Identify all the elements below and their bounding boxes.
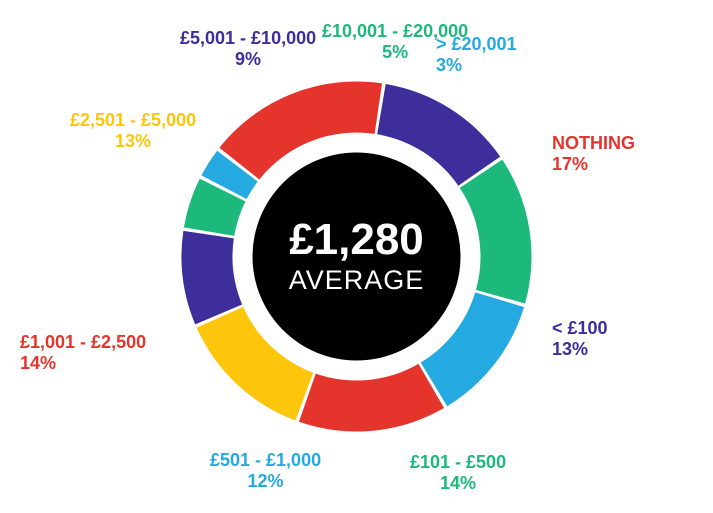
slice-pct: 17% [552, 154, 635, 175]
donut-chart: £1,280 AVERAGE £10,001 - £20,0005%> £20,… [0, 0, 713, 513]
slice-range: £2,501 - £5,000 [70, 110, 196, 131]
donut-slice [299, 364, 444, 432]
slice-range: > £20,001 [436, 34, 517, 55]
slice-pct: 3% [436, 55, 517, 76]
center-subtitle: AVERAGE [207, 265, 507, 296]
slice-label: £501 - £1,00012% [210, 450, 321, 491]
slice-pct: 9% [180, 49, 316, 70]
slice-pct: 13% [552, 339, 608, 360]
slice-label: £2,501 - £5,00013% [70, 110, 196, 151]
slice-pct: 14% [20, 353, 146, 374]
center-amount: £1,280 [207, 215, 507, 265]
slice-pct: 12% [210, 471, 321, 492]
slice-range: < £100 [552, 318, 608, 339]
slice-label: > £20,0013% [436, 34, 517, 75]
slice-label: £5,001 - £10,0009% [180, 28, 316, 69]
slice-range: £101 - £500 [410, 452, 506, 473]
slice-label: NOTHING17% [552, 133, 635, 174]
slice-label: £1,001 - £2,50014% [20, 332, 146, 373]
slice-pct: 14% [410, 473, 506, 494]
slice-range: £5,001 - £10,000 [180, 28, 316, 49]
slice-range: NOTHING [552, 133, 635, 154]
slice-range: £501 - £1,000 [210, 450, 321, 471]
slice-label: < £10013% [552, 318, 608, 359]
slice-label: £101 - £50014% [410, 452, 506, 493]
slice-range: £1,001 - £2,500 [20, 332, 146, 353]
slice-pct: 13% [70, 131, 196, 152]
